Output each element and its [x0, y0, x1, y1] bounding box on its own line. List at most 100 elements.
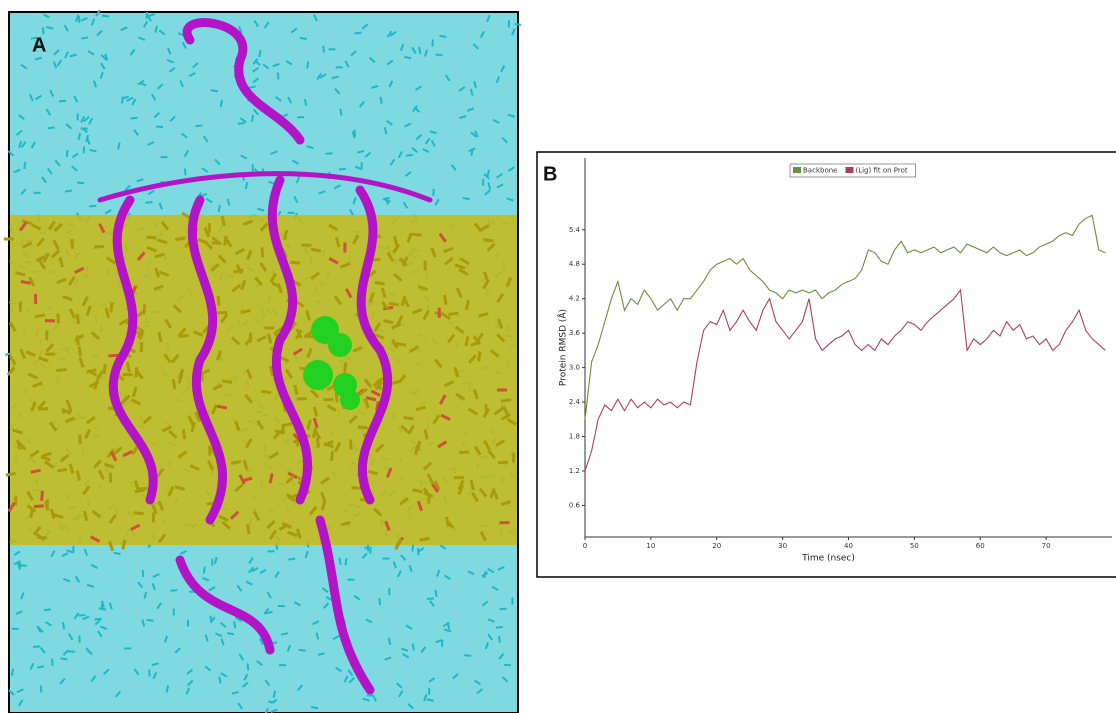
stick	[139, 341, 144, 353]
stick	[325, 595, 333, 602]
stick	[344, 60, 350, 68]
stick	[371, 84, 379, 89]
stick	[188, 71, 196, 78]
stick	[426, 473, 434, 484]
stick	[81, 296, 89, 307]
stick	[498, 653, 505, 660]
stick	[75, 470, 82, 481]
stick	[7, 502, 16, 513]
stick	[180, 132, 188, 139]
stick	[202, 566, 206, 574]
stick	[252, 77, 260, 84]
stick	[23, 161, 27, 170]
stick	[121, 95, 130, 100]
y-tick-label: 1.8	[569, 433, 580, 441]
stick	[349, 208, 355, 217]
stick	[348, 677, 355, 684]
stick	[137, 79, 145, 86]
stick	[86, 415, 96, 425]
y-tick-label: 2.4	[569, 398, 581, 406]
stick	[328, 223, 339, 232]
stick	[286, 644, 292, 652]
stick	[386, 119, 393, 126]
stick	[467, 354, 477, 364]
stick	[440, 413, 451, 421]
stick	[396, 314, 404, 326]
stick	[492, 118, 500, 124]
stick	[335, 666, 343, 673]
stick	[491, 585, 499, 592]
stick	[65, 123, 73, 130]
stick	[28, 94, 34, 102]
stick	[133, 511, 144, 516]
stick	[78, 434, 82, 445]
stick	[469, 479, 475, 491]
stick	[254, 59, 261, 66]
stick	[75, 313, 81, 325]
stick	[47, 220, 56, 231]
stick	[216, 404, 228, 410]
stick	[507, 113, 516, 118]
stick	[239, 117, 247, 123]
stick	[230, 336, 241, 346]
x-tick-label: 50	[910, 542, 919, 550]
ribbon	[175, 515, 375, 695]
stick	[82, 146, 86, 154]
stick	[44, 460, 55, 469]
stick	[45, 621, 53, 627]
stick	[287, 493, 299, 500]
stick	[244, 393, 254, 404]
stick	[252, 67, 260, 73]
stick	[183, 168, 187, 176]
stick	[38, 259, 47, 270]
stick	[210, 404, 218, 415]
stick	[58, 257, 64, 268]
ribbon	[267, 175, 313, 505]
stick	[443, 380, 455, 388]
stick	[445, 519, 455, 530]
stick	[295, 176, 301, 184]
stick	[124, 184, 131, 192]
stick	[73, 95, 79, 103]
stick	[219, 621, 227, 628]
stick	[266, 333, 273, 344]
stick	[404, 122, 412, 128]
stick	[235, 264, 243, 275]
stick	[395, 342, 407, 347]
stick	[90, 18, 96, 26]
stick	[156, 467, 165, 478]
stick	[197, 238, 208, 245]
stick	[439, 544, 447, 550]
stick	[420, 646, 427, 654]
stick	[201, 167, 209, 173]
stick	[297, 684, 304, 692]
stick	[137, 327, 143, 339]
stick	[190, 421, 196, 433]
stick	[165, 685, 169, 693]
stick	[273, 326, 284, 335]
stick	[270, 708, 278, 713]
stick	[270, 698, 278, 704]
stick	[495, 439, 506, 448]
stick	[141, 619, 146, 627]
stick	[59, 99, 67, 103]
stick	[223, 235, 228, 246]
stick	[352, 345, 363, 353]
stick	[236, 584, 243, 592]
stick	[471, 491, 479, 503]
stick	[36, 625, 42, 633]
stick	[256, 419, 265, 430]
stick	[438, 232, 447, 243]
stick	[41, 176, 47, 184]
stick	[98, 223, 106, 234]
stick	[495, 75, 500, 84]
stick	[94, 618, 102, 626]
stick	[500, 65, 506, 73]
stick	[400, 554, 407, 561]
stick	[38, 356, 49, 363]
stick	[473, 81, 477, 89]
stick	[90, 675, 97, 683]
stick	[84, 428, 92, 440]
stick	[59, 677, 66, 685]
stick	[363, 378, 373, 389]
